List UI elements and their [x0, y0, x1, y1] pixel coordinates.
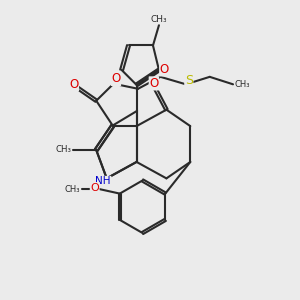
Text: CH₃: CH₃	[151, 15, 167, 24]
Text: S: S	[185, 74, 193, 87]
Text: O: O	[69, 78, 79, 91]
Text: CH₃: CH₃	[235, 80, 250, 89]
Text: CH₃: CH₃	[56, 145, 71, 154]
Text: NH: NH	[95, 176, 111, 186]
Text: O: O	[160, 63, 169, 76]
Text: O: O	[90, 183, 99, 193]
Text: CH₃: CH₃	[64, 184, 80, 194]
Text: O: O	[149, 77, 158, 90]
Text: O: O	[111, 72, 121, 86]
